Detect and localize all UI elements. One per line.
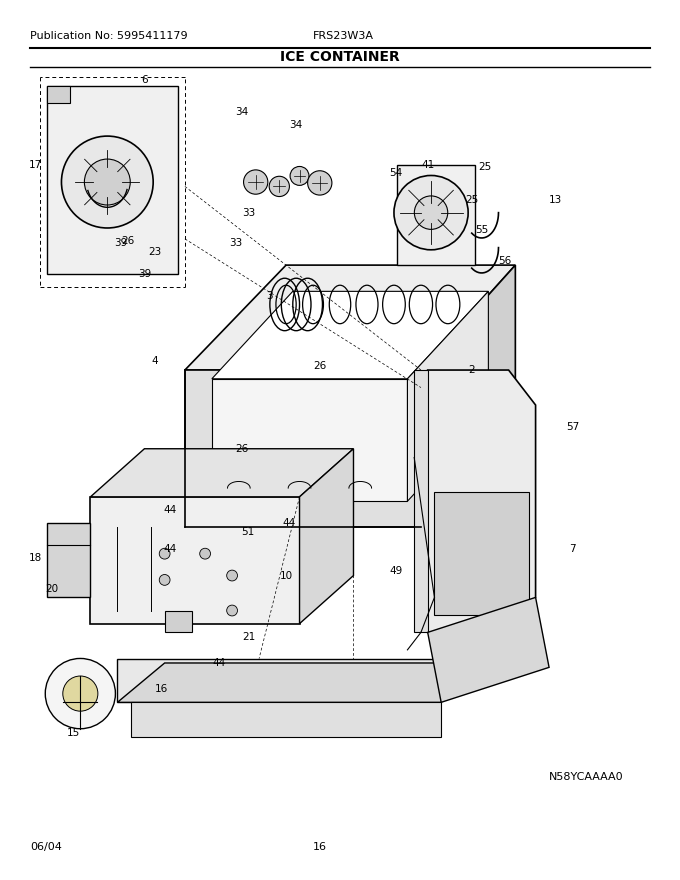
Polygon shape — [397, 165, 475, 265]
Text: 34: 34 — [235, 107, 249, 117]
Circle shape — [307, 171, 332, 195]
Polygon shape — [185, 265, 515, 370]
Text: 39: 39 — [114, 238, 127, 248]
Text: 18: 18 — [29, 553, 41, 563]
Circle shape — [200, 548, 211, 559]
Text: 26: 26 — [313, 361, 326, 370]
Text: 44: 44 — [163, 545, 177, 554]
Polygon shape — [90, 449, 354, 497]
Polygon shape — [185, 370, 421, 527]
Polygon shape — [407, 291, 488, 502]
Text: ICE CONTAINER: ICE CONTAINER — [280, 50, 400, 64]
Polygon shape — [299, 449, 354, 624]
Circle shape — [243, 170, 268, 194]
Text: 26: 26 — [122, 236, 135, 246]
Text: 4: 4 — [151, 356, 158, 366]
Polygon shape — [47, 86, 70, 103]
Circle shape — [414, 196, 447, 230]
Text: 44: 44 — [163, 505, 177, 515]
Text: 23: 23 — [148, 247, 161, 257]
Circle shape — [63, 676, 98, 711]
Polygon shape — [212, 378, 407, 502]
Text: 06/04: 06/04 — [30, 841, 62, 852]
Text: 2: 2 — [469, 365, 475, 375]
Text: 54: 54 — [390, 168, 403, 179]
Polygon shape — [212, 291, 488, 378]
Text: 33: 33 — [229, 238, 242, 248]
Text: 16: 16 — [154, 685, 168, 694]
Text: 6: 6 — [141, 75, 148, 84]
Text: 34: 34 — [290, 121, 303, 130]
Text: 57: 57 — [566, 422, 579, 432]
Text: 51: 51 — [241, 527, 254, 537]
Polygon shape — [165, 611, 192, 633]
Text: 17: 17 — [29, 159, 41, 170]
Text: 16: 16 — [313, 841, 327, 852]
Circle shape — [61, 136, 153, 228]
Circle shape — [269, 176, 290, 196]
Circle shape — [226, 605, 237, 616]
Text: Publication No: 5995411179: Publication No: 5995411179 — [30, 31, 188, 41]
Polygon shape — [90, 497, 299, 624]
Polygon shape — [414, 370, 428, 633]
Circle shape — [226, 570, 237, 581]
Circle shape — [394, 175, 468, 250]
Circle shape — [46, 658, 116, 729]
Polygon shape — [118, 663, 462, 702]
Text: 15: 15 — [67, 728, 80, 738]
Text: 13: 13 — [549, 194, 562, 204]
Text: 41: 41 — [421, 159, 435, 170]
Text: 3: 3 — [266, 290, 273, 301]
Polygon shape — [131, 702, 441, 737]
Text: 20: 20 — [45, 583, 58, 594]
Polygon shape — [435, 493, 529, 615]
Text: 25: 25 — [479, 162, 492, 172]
Polygon shape — [118, 658, 441, 702]
Text: 44: 44 — [283, 518, 296, 528]
Polygon shape — [428, 370, 536, 633]
Circle shape — [290, 166, 309, 186]
Text: 49: 49 — [390, 566, 403, 576]
Polygon shape — [47, 86, 178, 274]
Polygon shape — [47, 523, 90, 598]
Polygon shape — [428, 598, 549, 702]
Text: N58YCAAAA0: N58YCAAAA0 — [549, 772, 624, 781]
Circle shape — [159, 548, 170, 559]
Text: 55: 55 — [475, 225, 488, 235]
Text: 10: 10 — [279, 570, 292, 581]
Circle shape — [159, 575, 170, 585]
Text: 7: 7 — [569, 545, 576, 554]
Text: 56: 56 — [498, 256, 512, 266]
Text: 21: 21 — [242, 632, 256, 642]
Text: 39: 39 — [138, 269, 151, 279]
Text: 44: 44 — [212, 658, 225, 668]
Polygon shape — [421, 265, 515, 527]
Text: 33: 33 — [242, 208, 256, 217]
Circle shape — [84, 159, 131, 205]
Text: 26: 26 — [235, 444, 249, 454]
Text: 25: 25 — [465, 194, 478, 204]
Text: FRS23W3A: FRS23W3A — [313, 31, 374, 41]
